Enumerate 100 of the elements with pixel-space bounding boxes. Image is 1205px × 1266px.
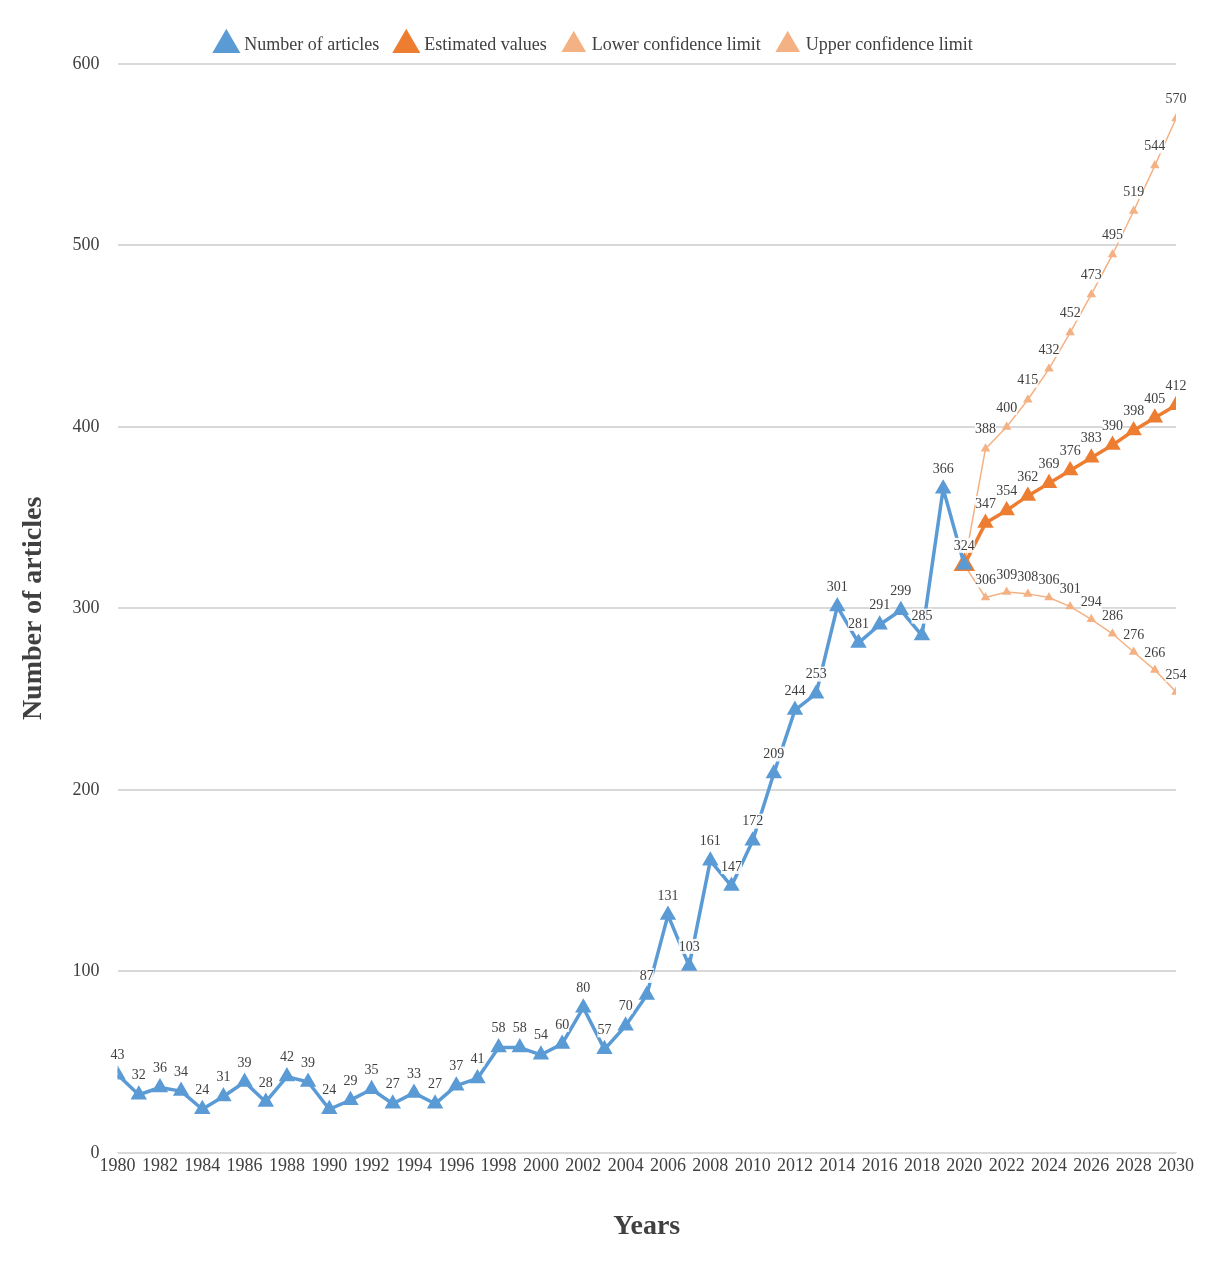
x-tick-label: 2028 [1115,1155,1152,1176]
data-label: 172 [742,813,764,829]
data-label: 306 [1038,572,1060,588]
data-label: 35 [364,1061,379,1077]
data-label: 544 [1144,138,1166,154]
x-tick-label: 2010 [734,1155,771,1176]
y-tick-label: 600 [72,52,100,73]
data-label: 27 [385,1076,400,1092]
x-tick-label: 1996 [438,1155,475,1176]
data-label: 42 [279,1049,294,1065]
data-label: 299 [890,582,912,598]
x-tick-label: 1990 [311,1155,348,1176]
y-tick-label: 300 [72,597,100,618]
x-tick-label: 2004 [607,1155,644,1176]
x-tick-label: 2016 [861,1155,898,1176]
data-label: 405 [1144,390,1166,406]
data-label: 28 [258,1074,273,1090]
x-tick-label: 1998 [480,1155,517,1176]
data-label: 432 [1038,341,1060,357]
data-label: 286 [1102,608,1123,624]
x-tick-label: 2024 [1030,1155,1067,1176]
x-tick-label: 2002 [565,1155,602,1176]
data-label: 291 [869,597,891,613]
data-label: 37 [449,1058,464,1074]
x-tick-label: 1986 [226,1155,263,1176]
data-label: 147 [720,858,742,874]
x-tick-label: 1984 [184,1155,221,1176]
data-label: 253 [805,666,827,682]
data-label: 452 [1059,305,1081,321]
x-tick-label: 2022 [988,1155,1025,1176]
data-label: 29 [343,1072,358,1088]
x-tick-label: 1980 [99,1155,136,1176]
data-label: 366 [932,461,954,477]
x-tick-label: 2018 [903,1155,940,1176]
y-tick-label: 100 [72,960,100,981]
data-label: 362 [1017,468,1039,484]
legend-label: Number of articles [244,33,380,54]
data-label: 39 [237,1054,252,1070]
data-label: 383 [1080,430,1102,446]
data-label: 57 [597,1022,612,1038]
data-label: 54 [533,1027,548,1043]
legend-label: Estimated values [424,33,547,54]
data-label: 369 [1038,455,1060,471]
data-label: 390 [1102,417,1123,433]
data-label: 376 [1059,443,1081,459]
data-label: 519 [1123,183,1145,199]
data-label: 495 [1102,227,1123,243]
data-label: 412 [1165,377,1187,393]
x-tick-label: 1992 [353,1155,390,1176]
data-label: 43 [110,1047,125,1063]
data-label: 266 [1144,644,1166,660]
data-label: 31 [216,1069,231,1085]
data-label: 415 [1017,372,1039,388]
y-tick-label: 0 [90,1141,100,1162]
data-label: 41 [470,1051,485,1067]
data-label: 161 [699,833,721,849]
data-label: 347 [974,495,996,511]
data-label: 354 [996,483,1018,499]
data-label: 309 [996,566,1018,582]
data-label: 301 [1059,581,1081,597]
data-label: 27 [428,1076,443,1092]
data-label: 324 [953,537,975,553]
y-tick-label: 500 [72,234,100,255]
y-tick-label: 400 [72,415,100,436]
data-label: 80 [576,980,591,996]
data-label: 60 [555,1016,570,1032]
data-label: 39 [301,1054,316,1070]
data-label: 301 [826,579,848,595]
data-label: 70 [618,998,633,1014]
data-label: 473 [1080,267,1102,283]
x-tick-label: 2008 [692,1155,729,1176]
data-label: 306 [974,572,996,588]
x-tick-label: 2012 [776,1155,813,1176]
y-axis-title: Number of articles [16,496,48,721]
data-label: 281 [847,615,869,631]
data-label: 103 [678,938,700,954]
x-tick-label: 2000 [522,1155,559,1176]
legend-label: Lower confidence limit [591,33,761,54]
x-tick-label: 2020 [946,1155,983,1176]
x-tick-label: 2014 [819,1155,856,1176]
data-label: 209 [763,746,785,762]
x-tick-label: 2006 [649,1155,686,1176]
data-label: 24 [322,1081,337,1097]
data-label: 285 [911,608,933,624]
data-label: 570 [1165,91,1187,107]
data-label: 388 [974,421,996,437]
x-tick-label: 2026 [1073,1155,1110,1176]
data-label: 276 [1123,626,1145,642]
x-axis-title: Years [613,1209,681,1241]
data-label: 36 [152,1060,167,1076]
data-label: 24 [195,1081,210,1097]
data-label: 32 [131,1067,146,1083]
data-label: 254 [1165,666,1187,682]
data-label: 244 [784,682,806,698]
x-tick-label: 1988 [268,1155,305,1176]
x-tick-label: 1982 [141,1155,178,1176]
legend-label: Upper confidence limit [805,33,973,54]
data-label: 58 [512,1020,527,1036]
data-label: 33 [406,1065,421,1081]
y-tick-label: 200 [72,778,100,799]
